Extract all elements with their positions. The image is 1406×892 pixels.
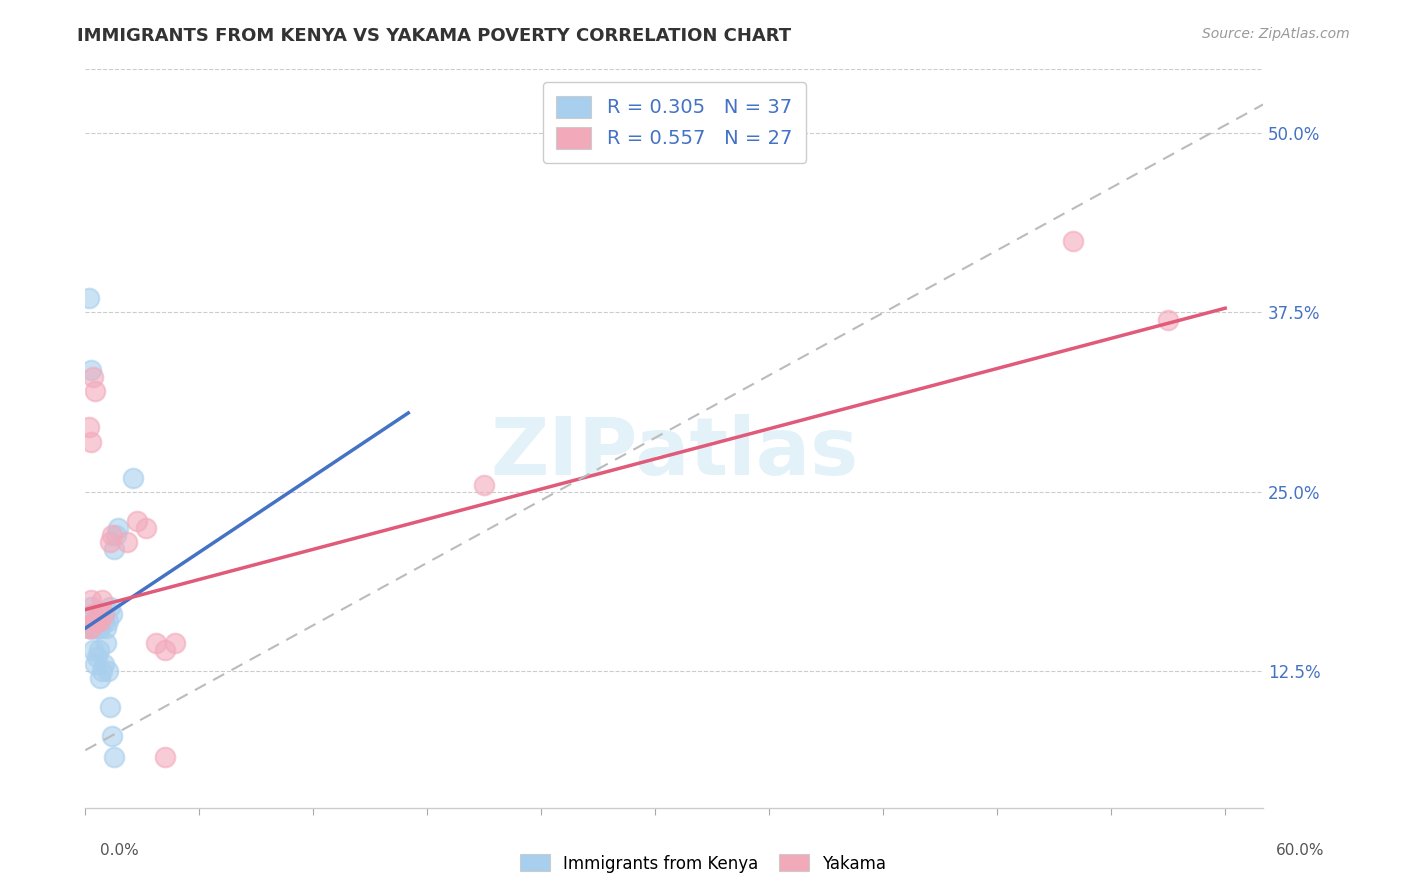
Point: [104, 528, 127, 542]
Point: [91, 607, 114, 621]
Point: [89, 672, 111, 686]
Point: [83, 614, 105, 628]
Text: ZIPatlas: ZIPatlas: [491, 414, 859, 491]
Point: [1157, 312, 1180, 326]
Point: [80, 621, 103, 635]
Point: [87, 642, 110, 657]
Point: [87, 607, 110, 621]
Point: [91, 592, 114, 607]
Point: [80, 621, 103, 635]
Point: [77, 420, 100, 434]
Point: [98, 599, 121, 614]
Point: [135, 521, 157, 535]
Point: [87, 621, 110, 635]
Text: 0.0%: 0.0%: [100, 843, 139, 858]
Point: [86, 649, 108, 664]
Point: [77, 291, 100, 305]
Point: [103, 750, 125, 764]
Point: [96, 621, 118, 635]
Point: [91, 665, 114, 679]
Point: [97, 665, 120, 679]
Point: [83, 657, 105, 672]
Text: IMMIGRANTS FROM KENYA VS YAKAMA POVERTY CORRELATION CHART: IMMIGRANTS FROM KENYA VS YAKAMA POVERTY …: [77, 27, 792, 45]
Point: [153, 750, 176, 764]
Point: [115, 535, 138, 549]
Text: 60.0%: 60.0%: [1277, 843, 1324, 858]
Point: [98, 535, 121, 549]
Point: [89, 621, 111, 635]
Point: [77, 621, 100, 635]
Point: [80, 599, 103, 614]
Point: [101, 729, 124, 743]
Point: [103, 542, 125, 557]
Point: [80, 363, 103, 377]
Point: [97, 614, 120, 628]
Point: [80, 592, 103, 607]
Point: [145, 635, 167, 649]
Legend: R = 0.305   N = 37, R = 0.557   N = 27: R = 0.305 N = 37, R = 0.557 N = 27: [543, 82, 806, 163]
Point: [125, 514, 148, 528]
Point: [93, 657, 115, 672]
Point: [82, 370, 104, 384]
Point: [98, 700, 121, 714]
Point: [77, 621, 100, 635]
Point: [96, 635, 118, 649]
Point: [93, 614, 115, 628]
Point: [82, 642, 104, 657]
Point: [1062, 234, 1084, 248]
Point: [80, 621, 103, 635]
Point: [83, 621, 105, 635]
Point: [83, 384, 105, 399]
Point: [80, 434, 103, 449]
Point: [163, 635, 186, 649]
Point: [107, 521, 129, 535]
Point: [82, 607, 104, 621]
Point: [101, 528, 124, 542]
Point: [86, 621, 108, 635]
Legend: Immigrants from Kenya, Yakama: Immigrants from Kenya, Yakama: [513, 847, 893, 880]
Point: [121, 470, 143, 484]
Point: [472, 477, 495, 491]
Point: [86, 621, 108, 635]
Point: [93, 607, 115, 621]
Point: [83, 621, 105, 635]
Point: [82, 607, 104, 621]
Point: [153, 642, 176, 657]
Point: [89, 614, 111, 628]
Point: [82, 621, 104, 635]
Point: [86, 614, 108, 628]
Point: [101, 607, 124, 621]
Text: Source: ZipAtlas.com: Source: ZipAtlas.com: [1202, 27, 1350, 41]
Point: [77, 621, 100, 635]
